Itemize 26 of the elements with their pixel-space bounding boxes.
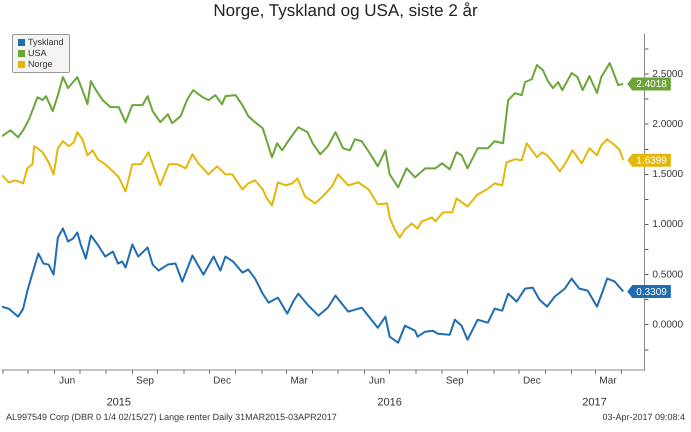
annotation: 0.3309 [636, 286, 668, 298]
x-tick-label: Jun [59, 376, 76, 387]
text: AL997549 Corp (DBR 0 1/4 02/15/27) Lange renter Daily 31MAR2015-03APR2017 [6, 412, 337, 422]
x-tick-label: Sep [136, 376, 154, 387]
y-tick-label: 1.0000 [652, 219, 684, 230]
x-tick-label: Sep [446, 376, 464, 387]
x-tick-label: Mar [290, 376, 308, 387]
x-tick-label: Jun [368, 376, 386, 387]
x-tick-label: Dec [213, 376, 231, 387]
x-tick-label: Mar [599, 376, 618, 387]
x2-tick-label: 2017 [582, 396, 607, 408]
legend-label: Tyskland [28, 37, 64, 48]
y-tick-label: 0.0000 [652, 319, 684, 330]
legend-label: USA [28, 48, 47, 59]
text: 03-Apr-2017 09:08:4 [602, 412, 685, 422]
y-tick-label: 1.5000 [652, 169, 684, 180]
y-tick-label: 2.0000 [652, 118, 684, 130]
annotation: 2.4018 [636, 79, 668, 90]
x-tick-label: Dec [522, 376, 541, 387]
annotation: 1.6399 [636, 156, 668, 167]
x2-tick-label: 2016 [377, 396, 402, 408]
chart-title: Norge, Tyskland og USA, siste 2 år [212, 0, 479, 22]
x2-tick-label: 2015 [106, 396, 132, 408]
y-tick-label: 0.5000 [652, 269, 684, 280]
y-tick-label: 2.5000 [652, 68, 684, 80]
legend-label: Norge [28, 59, 53, 70]
